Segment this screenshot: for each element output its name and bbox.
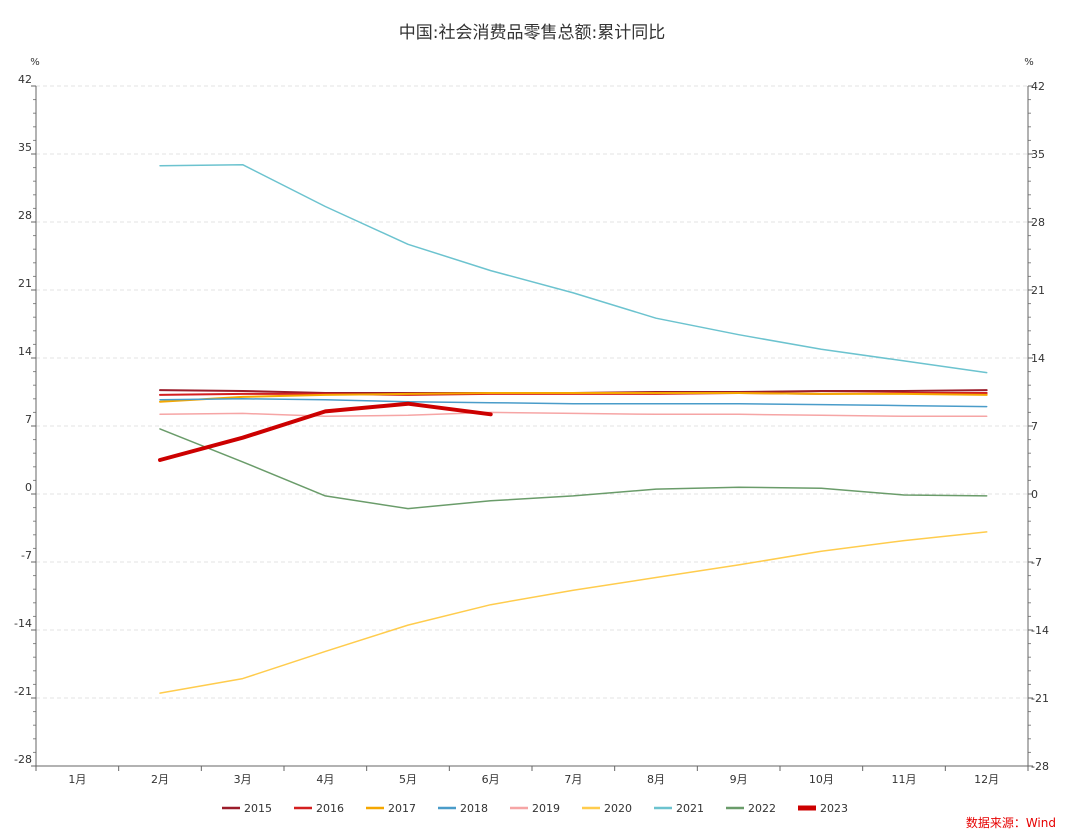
x-tick-label: 3月 bbox=[234, 773, 252, 786]
series-line-2017 bbox=[159, 392, 988, 403]
series-line-2021 bbox=[159, 163, 988, 374]
chart-title: 中国:社会消费品零售总额:累计同比 bbox=[399, 23, 665, 43]
data-source: 数据来源：Wind bbox=[966, 815, 1056, 830]
x-tick-label: 6月 bbox=[482, 773, 500, 786]
y-tick-label-right: 28 bbox=[1031, 216, 1045, 229]
y-tick-label-left: 42 bbox=[18, 73, 32, 86]
legend-label-2023: 2023 bbox=[820, 802, 848, 815]
x-tick-label: 4月 bbox=[316, 773, 334, 786]
series-line-2018 bbox=[159, 398, 988, 408]
grid-lines bbox=[36, 85, 1028, 699]
x-tick-label: 12月 bbox=[974, 773, 999, 786]
y-tick-label-right: -7 bbox=[1031, 556, 1042, 569]
legend-label-2018: 2018 bbox=[460, 802, 488, 815]
series-line-2022 bbox=[159, 428, 988, 510]
y-tick-label-right: 21 bbox=[1031, 284, 1045, 297]
y-tick-label-left: 14 bbox=[18, 345, 32, 358]
legend-label-2020: 2020 bbox=[604, 802, 632, 815]
y-tick-label-right: 35 bbox=[1031, 148, 1045, 161]
y-tick-label-right: -14 bbox=[1031, 624, 1049, 637]
x-tick-label: 5月 bbox=[399, 773, 417, 786]
y-tick-label-left: -28 bbox=[14, 753, 32, 766]
x-tick-label: 11月 bbox=[892, 773, 917, 786]
legend-label-2016: 2016 bbox=[316, 802, 344, 815]
x-tick-label: 2月 bbox=[151, 773, 169, 786]
x-tick-label: 8月 bbox=[647, 773, 665, 786]
legend-label-2022: 2022 bbox=[748, 802, 776, 815]
y-tick-label-right: -21 bbox=[1031, 692, 1049, 705]
series-lines bbox=[158, 163, 988, 694]
y-tick-label-left: -21 bbox=[14, 685, 32, 698]
legend-label-2019: 2019 bbox=[532, 802, 560, 815]
series-line-2020 bbox=[159, 531, 988, 694]
x-tick-label: 7月 bbox=[564, 773, 582, 786]
y-tick-label-right: -28 bbox=[1031, 760, 1049, 773]
series-line-2023 bbox=[158, 401, 493, 462]
legend-label-2015: 2015 bbox=[244, 802, 272, 815]
legend-label-2021: 2021 bbox=[676, 802, 704, 815]
y-tick-label-right: 14 bbox=[1031, 352, 1045, 365]
y-tick-label-right: 0 bbox=[1031, 488, 1038, 501]
y-tick-label-left: 7 bbox=[25, 413, 32, 426]
left-axis-unit: % bbox=[30, 57, 40, 68]
legend-label-2017: 2017 bbox=[388, 802, 416, 815]
y-tick-label-left: 21 bbox=[18, 277, 32, 290]
y-tick-label-left: 35 bbox=[18, 141, 32, 154]
x-tick-label: 9月 bbox=[730, 773, 748, 786]
y-tick-label-right: 7 bbox=[1031, 420, 1038, 433]
y-tick-label-left: 0 bbox=[25, 481, 32, 494]
legend: 2015 2016 2017 2018 2019 2020 2021 2022 2023 bbox=[222, 802, 848, 815]
x-tick-label: 1月 bbox=[68, 773, 86, 786]
y-tick-label-left: -14 bbox=[14, 617, 32, 630]
y-tick-label-left: 28 bbox=[18, 209, 32, 222]
series-line-2019 bbox=[159, 411, 988, 418]
x-tick-label: 10月 bbox=[809, 773, 834, 786]
y-tick-label-right: 42 bbox=[1031, 80, 1045, 93]
right-axis-unit: % bbox=[1024, 57, 1034, 68]
y-tick-label-left: -7 bbox=[21, 549, 32, 562]
axes: 42 42 35 35 28 28 21 21 14 14 7 7 0 0 -7 -7 -14 -14 -21 -21… bbox=[14, 73, 1049, 786]
